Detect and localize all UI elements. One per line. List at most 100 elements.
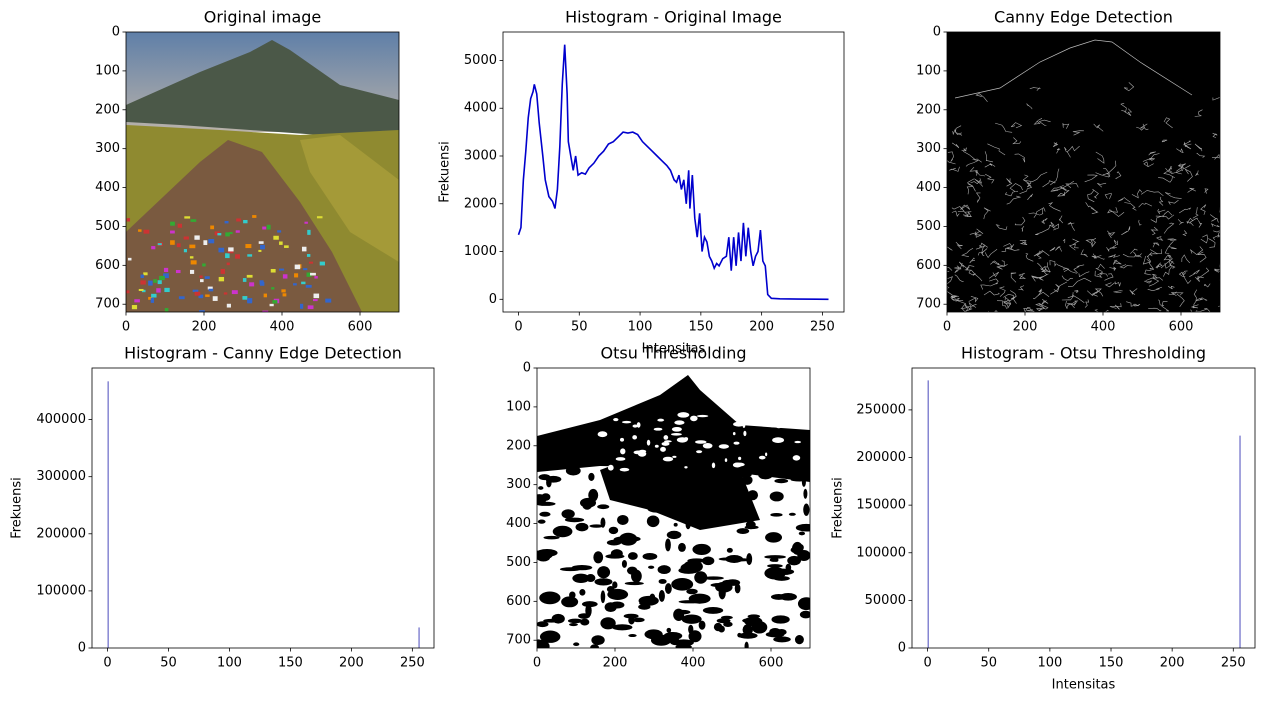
edge [1122, 251, 1137, 258]
blob [580, 618, 590, 626]
edge [1114, 281, 1121, 287]
tent [151, 246, 156, 250]
x-tick-label: 200 [192, 320, 217, 335]
edge [952, 128, 963, 136]
edge [1094, 270, 1103, 278]
tent [313, 293, 320, 299]
tent [259, 280, 264, 285]
x-tick-label: 400 [1091, 320, 1116, 335]
x-tick-label: 150 [688, 320, 713, 335]
blob [685, 519, 691, 530]
edge [1042, 180, 1056, 188]
tent [236, 218, 241, 222]
edge [1065, 300, 1070, 309]
y-axis-label: Frekuensi [438, 141, 453, 203]
edge [1204, 188, 1209, 194]
blob [797, 597, 810, 611]
edge [961, 147, 967, 152]
tent [163, 273, 169, 279]
edge [983, 290, 1000, 296]
blob [667, 471, 689, 483]
chart-title: Otsu Thresholding [600, 344, 746, 363]
edge [1123, 82, 1135, 92]
blob [624, 581, 644, 586]
edge [969, 257, 976, 264]
blob [678, 567, 699, 574]
edge [1187, 187, 1197, 193]
edge [1214, 262, 1220, 271]
edge [1050, 281, 1068, 295]
tent [220, 268, 225, 274]
tent [242, 278, 247, 282]
blob [677, 412, 690, 418]
blob [714, 503, 733, 509]
blob [690, 415, 698, 422]
blob [590, 644, 600, 648]
tent [314, 276, 318, 279]
edge [1218, 305, 1220, 307]
tent [225, 232, 230, 237]
edge [1066, 145, 1080, 153]
edge [1181, 254, 1191, 264]
x-tick-label: 600 [348, 320, 373, 335]
edge [1219, 279, 1220, 281]
tent [308, 261, 314, 264]
tent [198, 294, 204, 299]
edge [1198, 220, 1203, 228]
edge [1049, 260, 1057, 267]
tent [194, 291, 201, 296]
tent [279, 241, 283, 245]
edge [1056, 148, 1061, 154]
blob [779, 592, 797, 601]
edge [970, 180, 981, 184]
blob [610, 408, 621, 413]
blob [537, 519, 546, 524]
edge [1032, 274, 1047, 281]
edge [1029, 87, 1041, 91]
edge [1119, 264, 1133, 269]
x-tick-label: 0 [943, 320, 951, 335]
edge [1109, 303, 1122, 309]
blob [772, 437, 785, 443]
edge [1112, 290, 1123, 293]
tent [199, 275, 203, 278]
blob [660, 446, 666, 452]
y-tick-label: 500 [506, 555, 531, 570]
blob [668, 500, 687, 507]
edge [1117, 197, 1131, 203]
tent [260, 244, 265, 250]
edge [1177, 164, 1191, 170]
edge [1158, 176, 1173, 183]
blob [791, 541, 803, 555]
edge [1148, 151, 1156, 156]
blob [657, 565, 671, 574]
blob [608, 526, 619, 535]
edge [961, 306, 970, 312]
blob [696, 414, 709, 418]
tent [156, 288, 161, 293]
blob [620, 448, 626, 455]
edge [1108, 254, 1120, 258]
edge [1003, 243, 1014, 251]
x-tick-label: 150 [1099, 656, 1124, 671]
y-tick-label: 5000 [464, 53, 497, 68]
edge [1052, 142, 1059, 147]
blob [655, 503, 672, 509]
tent [252, 215, 257, 218]
blob [767, 421, 777, 428]
tent [305, 284, 312, 288]
edge [1085, 238, 1096, 246]
edge [1184, 143, 1192, 150]
histogram-bar [1239, 435, 1241, 648]
tent [306, 272, 312, 277]
edge [975, 192, 981, 203]
edge [1085, 202, 1097, 212]
edge [1200, 234, 1209, 244]
edge [1126, 301, 1136, 307]
y-tick-label: 250000 [856, 402, 906, 417]
axes-frame [911, 367, 1256, 649]
edge [956, 300, 967, 308]
edge [987, 143, 1006, 156]
edge [955, 241, 963, 250]
tent [190, 219, 197, 222]
